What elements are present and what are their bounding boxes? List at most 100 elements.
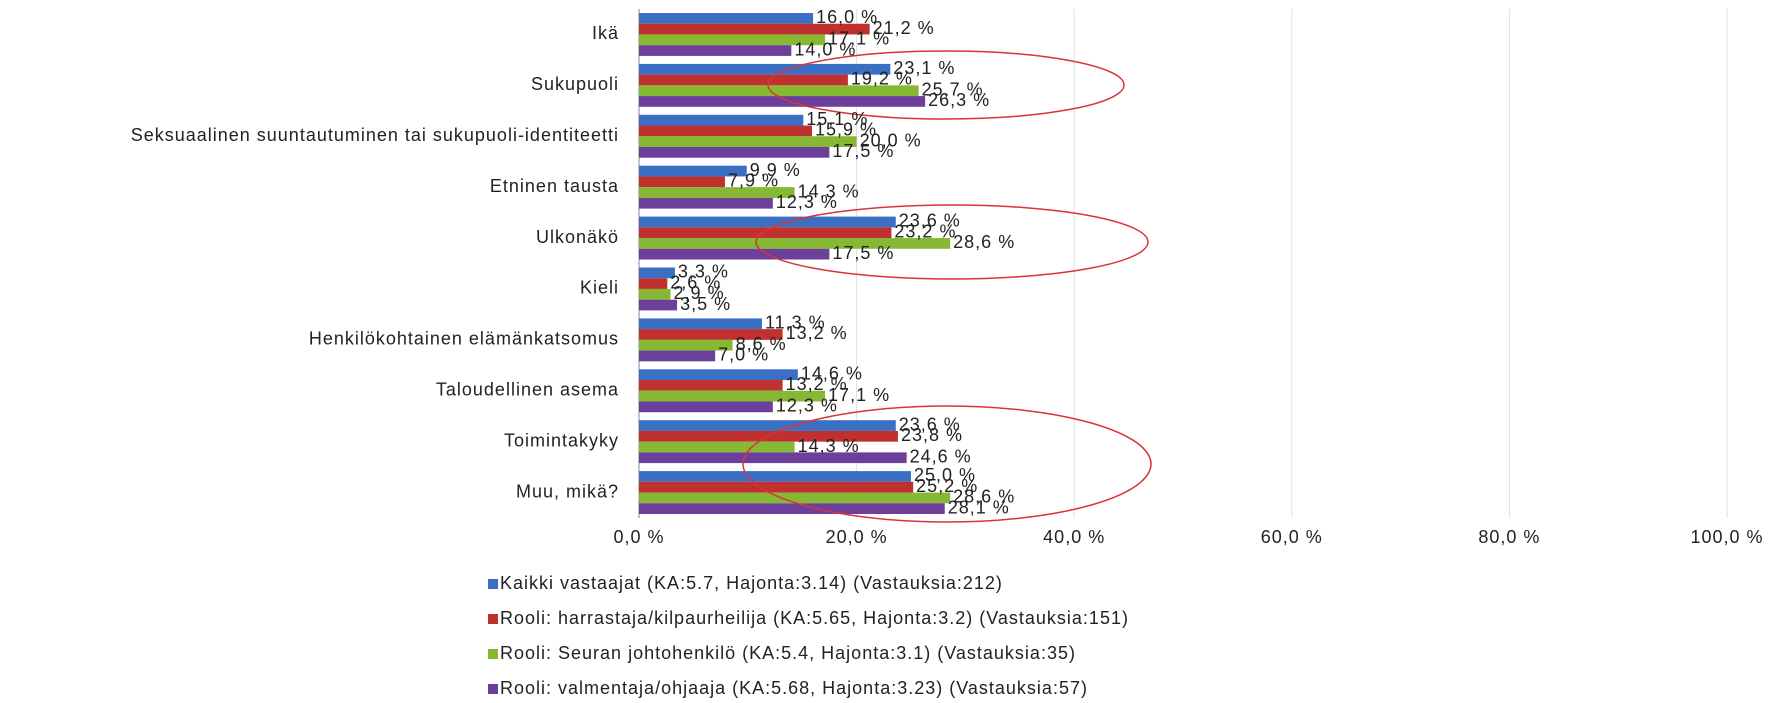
value-label: 14,6 % [801, 363, 863, 383]
bar [639, 503, 945, 514]
bar [639, 452, 907, 464]
value-label: 23,8 % [901, 425, 963, 445]
value-label: 14,3 % [798, 181, 860, 201]
x-tick-label: 60,0 % [1261, 527, 1323, 547]
bar [639, 227, 892, 239]
legend-swatch [488, 649, 498, 659]
bar [639, 420, 896, 431]
value-label: 25,7 % [922, 79, 984, 99]
value-label: 28,1 % [948, 497, 1010, 517]
legend-swatch [488, 579, 498, 589]
bar [639, 329, 783, 340]
value-label: 15,1 % [806, 109, 868, 129]
highlight-ellipses [742, 50, 1152, 523]
value-label: 15,9 % [815, 120, 877, 140]
value-label: 14,3 % [798, 436, 860, 456]
y-tick-label: Etninen tausta [490, 176, 619, 196]
value-label: 28,6 % [953, 232, 1015, 252]
bar [639, 176, 725, 188]
x-tick-label: 0,0 % [613, 527, 664, 547]
value-label: 23,6 % [899, 414, 961, 434]
bar [639, 390, 826, 402]
bar [639, 74, 848, 86]
bar [639, 96, 926, 107]
bar [639, 288, 671, 300]
value-label: 2,9 % [674, 283, 725, 303]
value-label: 13,2 % [786, 323, 848, 343]
bar [639, 136, 857, 147]
bar [639, 369, 798, 381]
highlight-ellipse [767, 50, 1125, 120]
value-label: 7,0 % [718, 345, 769, 365]
value-label: 16,0 % [816, 7, 878, 27]
legend-label: Rooli: Seuran johtohenkilö (KA:5.4, Hajo… [500, 643, 1076, 663]
bar [639, 481, 914, 493]
y-tick-label: Ulkonäkö [536, 227, 619, 247]
value-label: 17,1 % [828, 29, 890, 49]
bar [639, 114, 804, 126]
bar [639, 350, 716, 362]
y-tick-label: Taloudellinen asema [436, 380, 619, 400]
bar [639, 146, 830, 158]
value-label: 23,6 % [899, 211, 961, 231]
bar [639, 23, 870, 35]
bar [639, 197, 773, 209]
bar [639, 492, 951, 504]
value-label: 2,6 % [670, 272, 721, 292]
legend-label: Rooli: harrastaja/kilpaurheilija (KA:5.6… [500, 608, 1129, 628]
bar [639, 471, 911, 482]
bar [639, 441, 795, 453]
value-label: 23,2 % [894, 221, 956, 241]
bar [639, 299, 678, 311]
bar [639, 63, 891, 75]
y-tick-label: Seksuaalinen suuntautuminen tai sukupuol… [131, 125, 619, 145]
y-tick-label: Henkilökohtainen elämänkatsomus [309, 329, 619, 349]
bar [639, 248, 830, 260]
value-label: 17,1 % [828, 385, 890, 405]
highlight-ellipse [755, 204, 1149, 280]
x-tick-label: 20,0 % [826, 527, 888, 547]
x-tick-label: 40,0 % [1043, 527, 1105, 547]
value-label: 24,6 % [910, 446, 972, 466]
value-label: 17,5 % [832, 141, 894, 161]
bar [639, 380, 783, 391]
legend-swatch [488, 684, 498, 694]
legend-swatch [488, 614, 498, 624]
value-label: 28,6 % [953, 487, 1015, 507]
bar [639, 125, 812, 137]
x-tick-label: 100,0 % [1690, 527, 1763, 547]
bar [639, 85, 919, 97]
value-label: 9,9 % [750, 160, 801, 180]
bar [639, 187, 795, 198]
bar [639, 34, 826, 46]
value-label: 8,6 % [736, 334, 787, 354]
bar [639, 267, 675, 279]
bar [639, 45, 792, 56]
y-tick-label: Kieli [580, 278, 619, 298]
value-label: 7,9 % [728, 171, 779, 191]
value-label: 17,5 % [832, 243, 894, 263]
y-tick-label: Muu, mikä? [516, 481, 619, 501]
value-label: 14,0 % [794, 39, 856, 59]
legend-label: Rooli: valmentaja/ohjaaja (KA:5.68, Hajo… [500, 678, 1088, 698]
value-label: 12,3 % [776, 396, 838, 416]
value-label: 20,0 % [860, 130, 922, 150]
bar [639, 13, 814, 24]
bar [639, 238, 951, 249]
bar [639, 401, 773, 413]
legend-label: Kaikki vastaajat (KA:5.7, Hajonta:3.14) … [500, 573, 1003, 593]
y-tick-label: Ikä [592, 23, 619, 43]
bar [639, 278, 668, 289]
value-label: 3,3 % [678, 262, 729, 282]
value-label: 25,2 % [916, 476, 978, 496]
value-label: 13,2 % [786, 374, 848, 394]
highlight-ellipse [742, 405, 1152, 523]
value-label: 12,3 % [776, 192, 838, 212]
y-tick-label: Toimintakyky [504, 430, 619, 450]
value-label: 23,1 % [893, 58, 955, 78]
y-tick-label: Sukupuoli [531, 74, 619, 94]
bar [639, 318, 762, 330]
x-tick-label: 80,0 % [1478, 527, 1540, 547]
bar [639, 165, 747, 177]
